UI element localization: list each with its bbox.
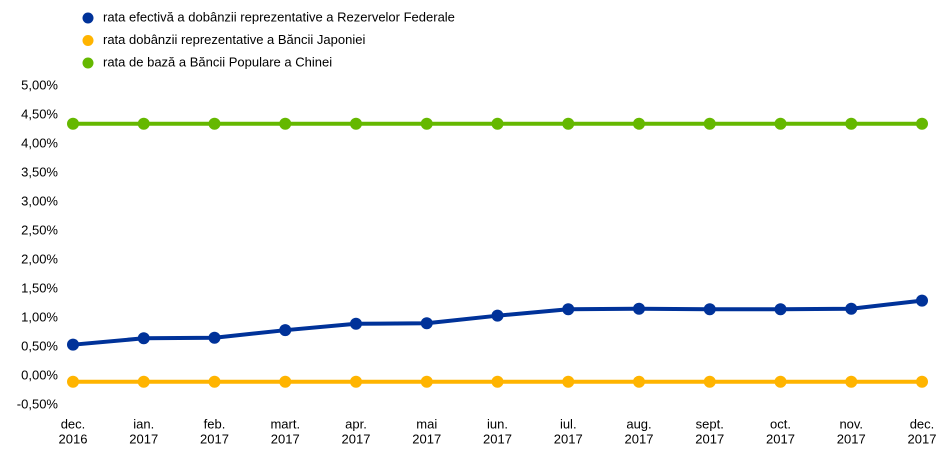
series-line — [72, 298, 923, 347]
legend-marker — [82, 35, 94, 46]
data-point — [703, 303, 716, 316]
legend-marker — [82, 57, 94, 69]
legend-label: rata dobânzii reprezentative a Băncii Ja… — [103, 32, 365, 47]
y-tick-label: 2,00% — [21, 251, 58, 266]
x-tick-label: oct. — [770, 416, 791, 431]
x-tick-label: ian. — [133, 416, 154, 431]
data-point — [208, 375, 221, 388]
x-tick-label: 2017 — [695, 431, 724, 446]
data-point — [350, 117, 362, 130]
data-point — [845, 302, 858, 315]
data-point — [491, 309, 504, 322]
data-point — [774, 117, 787, 130]
x-tick-label: nov. — [839, 416, 863, 431]
data-point — [137, 375, 150, 388]
data-point — [633, 302, 645, 315]
legend-label: rata de bază a Băncii Populare a Chinei — [103, 54, 332, 69]
data-point — [562, 117, 575, 130]
data-point — [137, 117, 150, 130]
y-tick-label: -0,50% — [17, 396, 59, 411]
x-tick-label: feb. — [204, 416, 226, 431]
x-tick-label: dec. — [910, 416, 935, 431]
x-tick-label: mart. — [270, 416, 300, 431]
data-point — [350, 375, 362, 388]
x-tick-label: aug. — [626, 416, 651, 431]
data-point — [633, 375, 645, 388]
x-tick-label: dec. — [61, 416, 86, 431]
data-point — [279, 375, 292, 388]
legend-marker — [82, 12, 94, 24]
x-tick-label: iun. — [487, 416, 508, 431]
y-tick-label: 3,00% — [21, 193, 58, 208]
x-tick-label: 2016 — [59, 431, 88, 446]
data-point — [703, 375, 716, 388]
x-tick-label: 2017 — [483, 431, 512, 446]
x-tick-label: 2017 — [554, 431, 583, 446]
x-tick-label: 2017 — [271, 431, 300, 446]
x-tick-label: mai — [416, 416, 437, 431]
data-point — [279, 117, 292, 130]
data-point — [137, 332, 150, 345]
y-tick-label: 1,50% — [21, 280, 58, 295]
y-tick-label: 5,00% — [21, 77, 58, 92]
x-tick-label: 2017 — [342, 431, 371, 446]
data-point — [67, 117, 79, 130]
data-point — [67, 338, 79, 351]
data-point — [774, 375, 787, 388]
data-point — [916, 375, 928, 388]
legend-label: rata efectivă a dobânzii reprezentative … — [103, 9, 455, 24]
y-tick-label: 1,00% — [21, 309, 58, 324]
data-point — [703, 117, 716, 130]
x-tick-label: iul. — [560, 416, 577, 431]
data-point — [208, 331, 221, 344]
x-tick-label: 2017 — [766, 431, 795, 446]
data-point — [350, 317, 362, 330]
y-tick-label: 3,50% — [21, 164, 58, 179]
y-tick-label: 4,50% — [21, 106, 58, 121]
x-tick-label: 2017 — [625, 431, 654, 446]
x-tick-label: 2017 — [837, 431, 866, 446]
data-point — [420, 117, 433, 130]
x-tick-label: sept. — [696, 416, 724, 431]
data-point — [279, 324, 292, 337]
x-tick-label: 2017 — [908, 431, 937, 446]
data-point — [491, 375, 504, 388]
x-tick-label: 2017 — [200, 431, 229, 446]
y-tick-label: 4,00% — [21, 135, 58, 150]
y-tick-label: 2,50% — [21, 222, 58, 237]
data-point — [208, 117, 221, 130]
data-point — [562, 375, 575, 388]
y-tick-label: 0,00% — [21, 367, 58, 382]
x-tick-label: 2017 — [412, 431, 441, 446]
data-point — [562, 303, 575, 316]
x-tick-label: apr. — [345, 416, 367, 431]
data-point — [774, 303, 787, 316]
x-tick-label: 2017 — [129, 431, 158, 446]
data-point — [845, 375, 858, 388]
data-point — [916, 294, 928, 307]
data-point — [916, 117, 928, 130]
data-point — [491, 117, 504, 130]
data-point — [420, 375, 433, 388]
data-point — [67, 375, 79, 388]
y-tick-label: 0,50% — [21, 338, 58, 353]
data-point — [845, 117, 858, 130]
data-point — [420, 317, 433, 330]
data-point — [633, 117, 645, 130]
